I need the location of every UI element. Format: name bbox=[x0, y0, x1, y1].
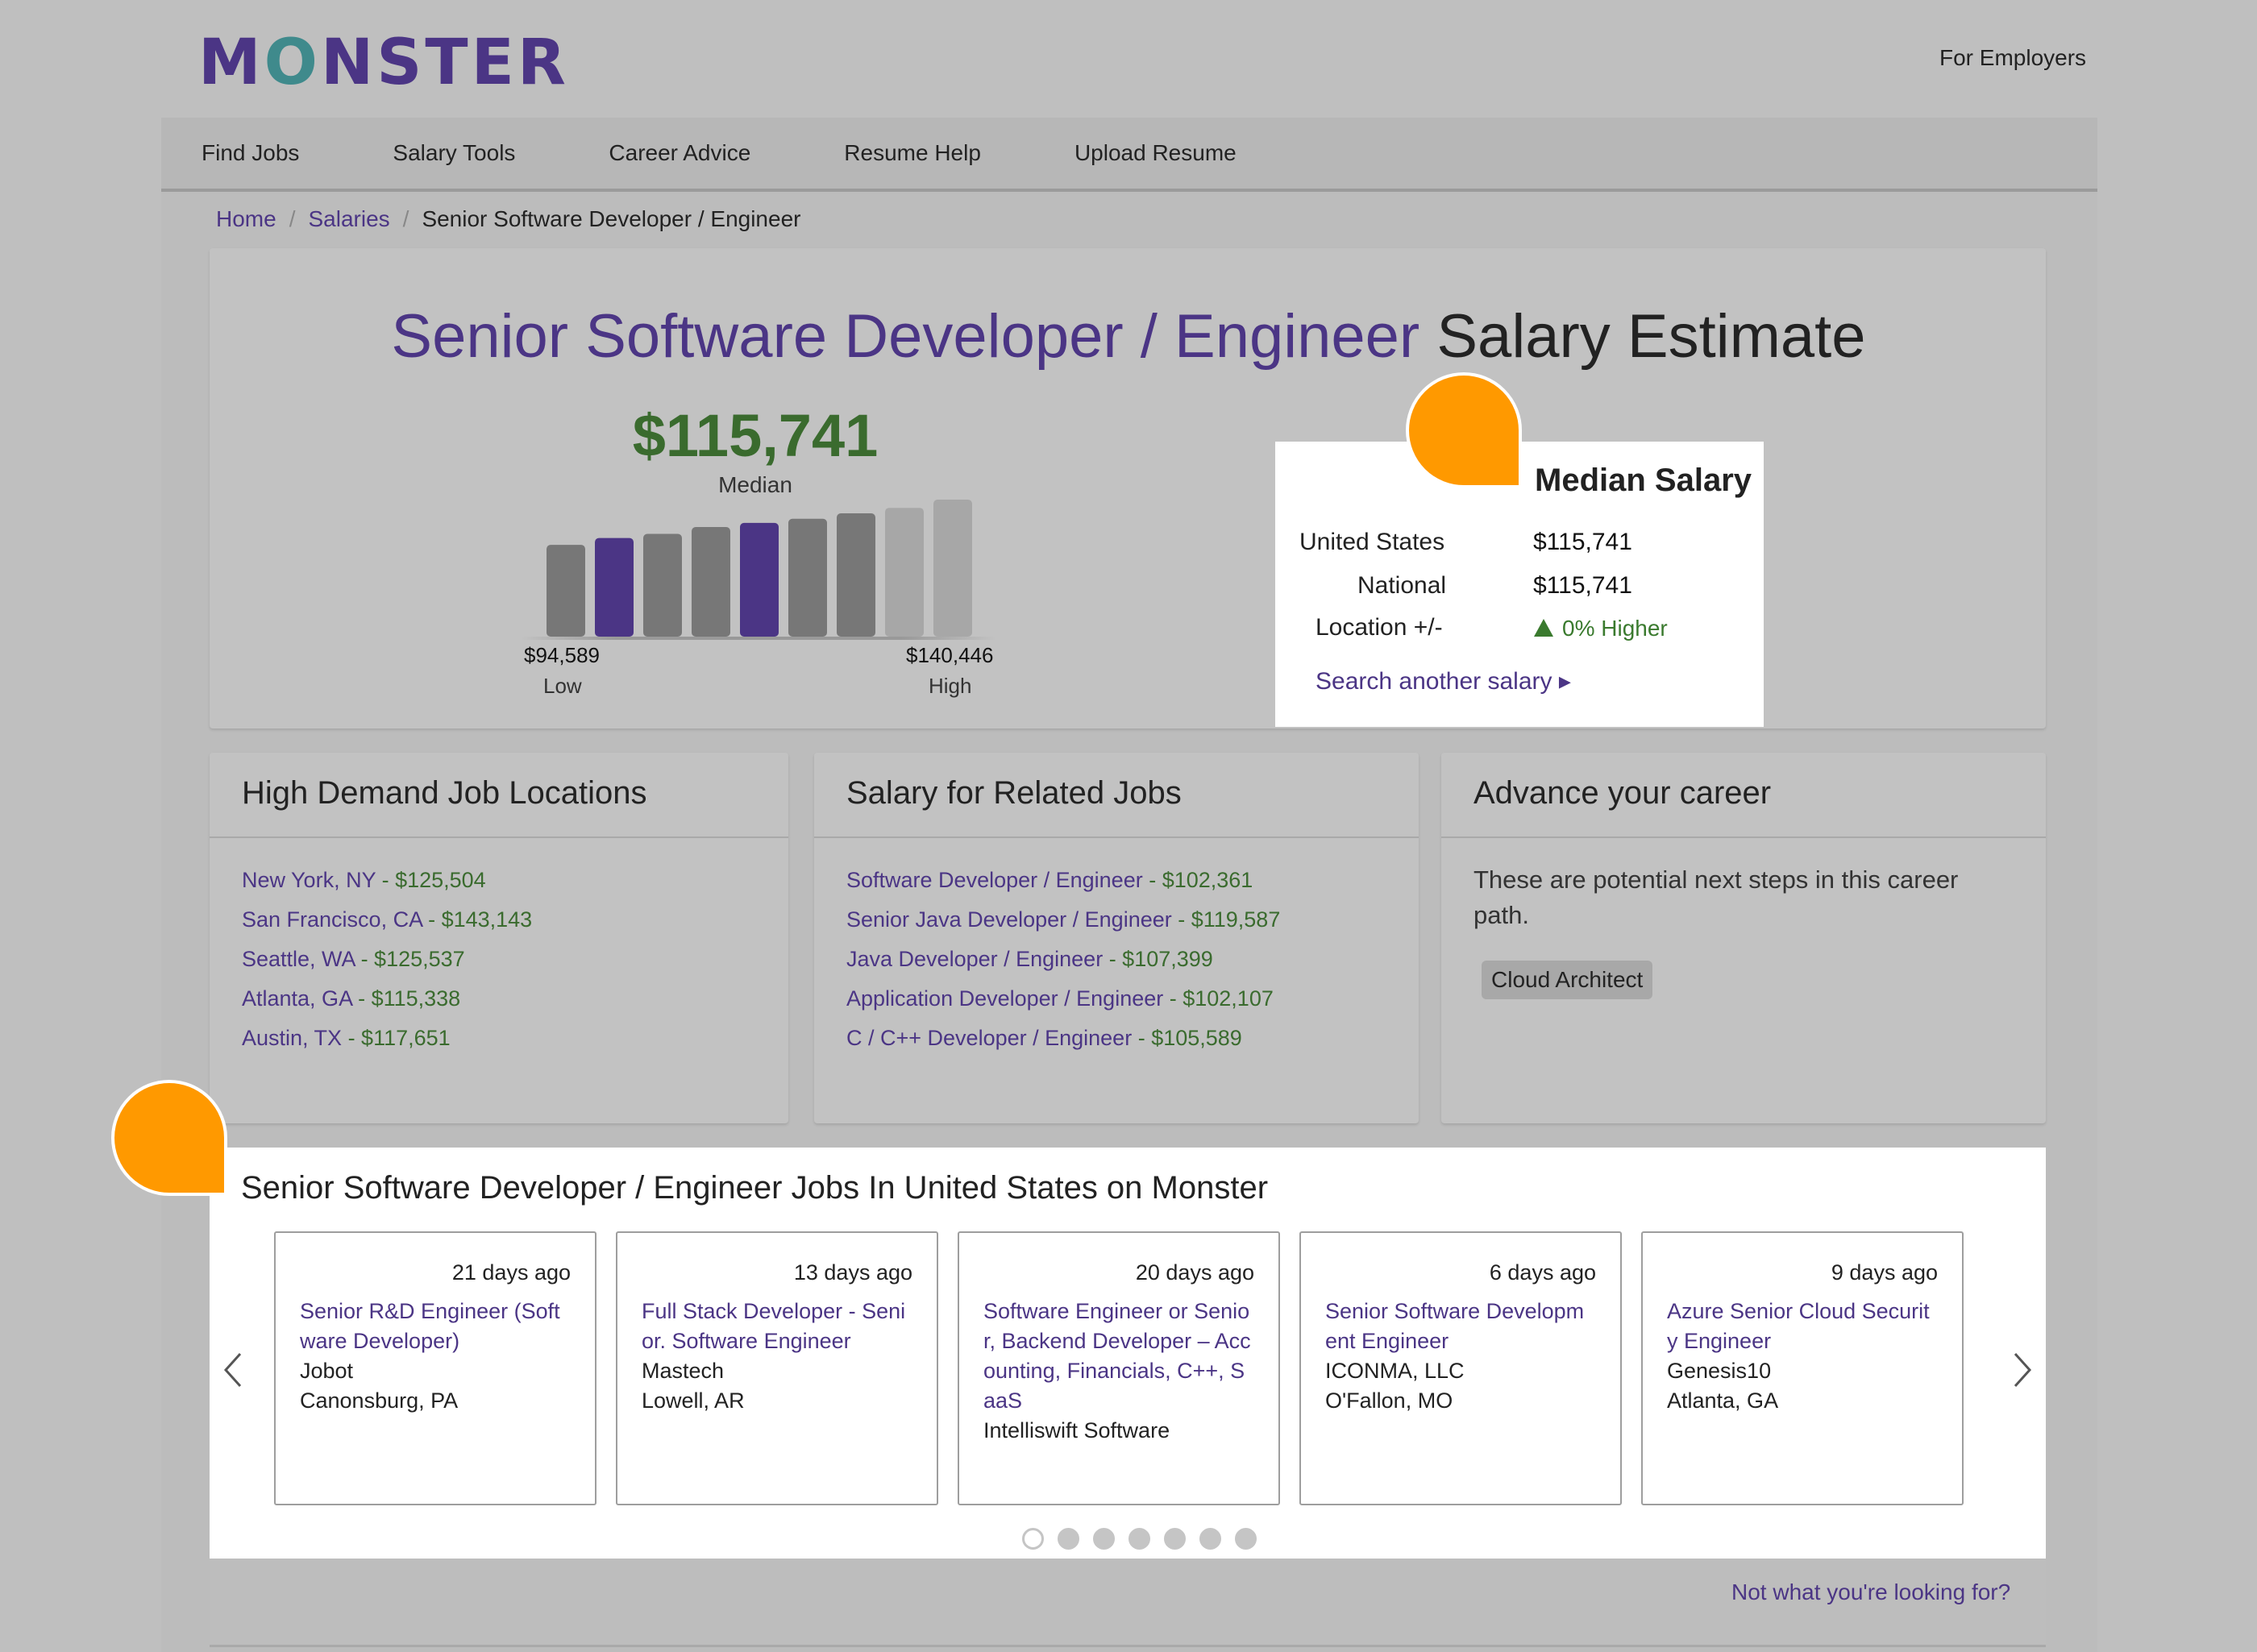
bars-baseline bbox=[521, 637, 996, 640]
job-card[interactable]: 9 days ago Azure Senior Cloud Security E… bbox=[1641, 1231, 1964, 1505]
row-value-united-states: $115,741 bbox=[1533, 529, 1632, 555]
high-demand-locations-card: High Demand Job Locations New York, NY -… bbox=[210, 753, 788, 1123]
carousel-dot[interactable] bbox=[1058, 1528, 1079, 1550]
job-title-link[interactable]: Full Stack Developer - Senior. Software … bbox=[642, 1299, 906, 1353]
career-step-chip[interactable]: Cloud Architect bbox=[1482, 961, 1653, 999]
card-title: Advance your career bbox=[1441, 753, 2046, 838]
card-title: High Demand Job Locations bbox=[210, 753, 788, 838]
related-job-item[interactable]: Java Developer / Engineer - $107,399 bbox=[846, 947, 1213, 971]
salary-bar bbox=[692, 527, 730, 637]
job-posted-age: 9 days ago bbox=[1831, 1260, 1938, 1285]
location-item[interactable]: San Francisco, CA - $143,143 bbox=[242, 907, 533, 932]
up-triangle-icon bbox=[1534, 619, 1553, 637]
job-card[interactable]: 20 days ago Software Engineer or Senior,… bbox=[958, 1231, 1280, 1505]
job-posted-age: 20 days ago bbox=[1135, 1260, 1254, 1285]
page-title: Senior Software Developer / Engineer Sal… bbox=[391, 302, 1866, 371]
nav-resume-help[interactable]: Resume Help bbox=[844, 140, 981, 165]
job-location: Canonsburg, PA bbox=[300, 1388, 459, 1413]
job-location: O'Fallon, MO bbox=[1325, 1388, 1453, 1413]
breadcrumb-current: Senior Software Developer / Engineer bbox=[422, 206, 801, 231]
nav-upload-resume[interactable]: Upload Resume bbox=[1074, 140, 1237, 165]
related-job-item[interactable]: Senior Java Developer / Engineer - $119,… bbox=[846, 907, 1281, 932]
location-item[interactable]: New York, NY - $125,504 bbox=[242, 868, 486, 892]
location-item[interactable]: Seattle, WA - $125,537 bbox=[242, 947, 465, 971]
related-job-item[interactable]: Application Developer / Engineer - $102,… bbox=[846, 986, 1274, 1011]
job-title-link[interactable]: Senior Software Development Engineer bbox=[1325, 1299, 1585, 1353]
location-item[interactable]: Austin, TX - $117,651 bbox=[242, 1026, 451, 1050]
job-company: Intelliswift Software bbox=[983, 1418, 1170, 1442]
job-card[interactable]: 6 days ago Senior Software Development E… bbox=[1299, 1231, 1622, 1505]
job-posted-age: 21 days ago bbox=[451, 1260, 571, 1285]
job-location: Lowell, AR bbox=[642, 1388, 745, 1413]
related-job-item[interactable]: C / C++ Developer / Engineer - $105,589 bbox=[846, 1026, 1242, 1050]
breadcrumb-separator: / bbox=[402, 206, 409, 231]
row-label-location: Location +/- bbox=[1316, 614, 1443, 641]
breadcrumb-separator: / bbox=[289, 206, 296, 231]
carousel-dot[interactable] bbox=[1093, 1528, 1115, 1550]
chevron-left-icon[interactable] bbox=[221, 1352, 245, 1388]
job-posted-age: 6 days ago bbox=[1489, 1260, 1596, 1285]
advance-career-card: Advance your career These are potential … bbox=[1441, 753, 2046, 1123]
high-salary-value: $140,446 bbox=[906, 643, 994, 667]
low-salary-label: Low bbox=[543, 674, 582, 698]
location-item[interactable]: Atlanta, GA - $115,338 bbox=[242, 986, 461, 1011]
for-employers-link[interactable]: For Employers bbox=[1939, 45, 2087, 70]
monster-logo[interactable]: MONSTER bbox=[198, 27, 569, 99]
job-title-link[interactable]: Software Engineer or Senior, Backend Dev… bbox=[983, 1299, 1251, 1413]
salary-bar bbox=[740, 522, 779, 637]
related-job-item[interactable]: Software Developer / Engineer - $102,361 bbox=[846, 868, 1253, 892]
advance-description: These are potential next steps in this c… bbox=[1473, 865, 1959, 929]
related-jobs-card: Salary for Related Jobs Software Develop… bbox=[814, 753, 1419, 1123]
salary-distribution-bars bbox=[547, 500, 972, 637]
location-difference: 0% Higher bbox=[1533, 616, 1668, 641]
carousel-dot[interactable] bbox=[1164, 1528, 1186, 1550]
job-company: Genesis10 bbox=[1667, 1359, 1772, 1383]
carousel-dot[interactable] bbox=[1128, 1528, 1150, 1550]
not-what-youre-looking-for-link[interactable]: Not what you're looking for? bbox=[1731, 1579, 2011, 1604]
job-company: Jobot bbox=[300, 1359, 354, 1383]
job-company: Mastech bbox=[642, 1359, 725, 1383]
chevron-right-icon[interactable] bbox=[2010, 1352, 2035, 1388]
median-salary-box bbox=[1275, 442, 1764, 727]
job-posted-age: 13 days ago bbox=[793, 1260, 912, 1285]
row-label-national: National bbox=[1357, 572, 1447, 599]
breadcrumb: Home / Salaries / Senior Software Develo… bbox=[216, 206, 800, 232]
search-another-salary-link[interactable]: Search another salary ▸ bbox=[1316, 668, 1571, 695]
jobs-footer bbox=[210, 1559, 2046, 1647]
high-salary-label: High bbox=[929, 674, 972, 698]
job-card[interactable]: 21 days ago Senior R&D Engineer (Softwar… bbox=[274, 1231, 596, 1505]
job-title-link[interactable]: Senior R&D Engineer (Software Developer) bbox=[300, 1299, 560, 1353]
carousel-pagination bbox=[1022, 1528, 1257, 1550]
salary-bar bbox=[547, 545, 585, 637]
job-title-link[interactable]: Azure Senior Cloud Security Engineer bbox=[1667, 1299, 1930, 1353]
salary-bar bbox=[595, 538, 634, 637]
salary-bar bbox=[788, 518, 827, 637]
highlight-bubble bbox=[1406, 372, 1522, 488]
nav-career-advice[interactable]: Career Advice bbox=[609, 140, 751, 165]
salary-bar bbox=[643, 533, 682, 637]
salary-bar bbox=[837, 513, 875, 637]
job-location: Atlanta, GA bbox=[1667, 1388, 1779, 1413]
carousel-dot[interactable] bbox=[1199, 1528, 1221, 1550]
median-salary-amount: $115,741 bbox=[632, 402, 879, 469]
job-card[interactable]: 13 days ago Full Stack Developer - Senio… bbox=[616, 1231, 938, 1505]
breadcrumb-salaries[interactable]: Salaries bbox=[308, 206, 390, 231]
median-salary-title: Median Salary bbox=[1535, 463, 1752, 498]
row-value-national: $115,741 bbox=[1533, 572, 1632, 599]
carousel-dot[interactable] bbox=[1022, 1528, 1044, 1550]
job-company: ICONMA, LLC bbox=[1325, 1359, 1465, 1383]
breadcrumb-home[interactable]: Home bbox=[216, 206, 276, 231]
nav-salary-tools[interactable]: Salary Tools bbox=[393, 140, 516, 165]
carousel-dot[interactable] bbox=[1235, 1528, 1257, 1550]
nav-find-jobs[interactable]: Find Jobs bbox=[202, 140, 300, 165]
salary-bar bbox=[885, 508, 924, 637]
main-nav: Find Jobs Salary Tools Career Advice Res… bbox=[161, 118, 2097, 192]
highlight-bubble bbox=[111, 1080, 227, 1196]
card-title: Salary for Related Jobs bbox=[814, 753, 1419, 838]
salary-bar bbox=[933, 500, 972, 637]
row-label-united-states: United States bbox=[1299, 529, 1445, 555]
jobs-section-title: Senior Software Developer / Engineer Job… bbox=[241, 1170, 1269, 1206]
low-salary-value: $94,589 bbox=[524, 643, 600, 667]
median-label: Median bbox=[718, 472, 792, 497]
